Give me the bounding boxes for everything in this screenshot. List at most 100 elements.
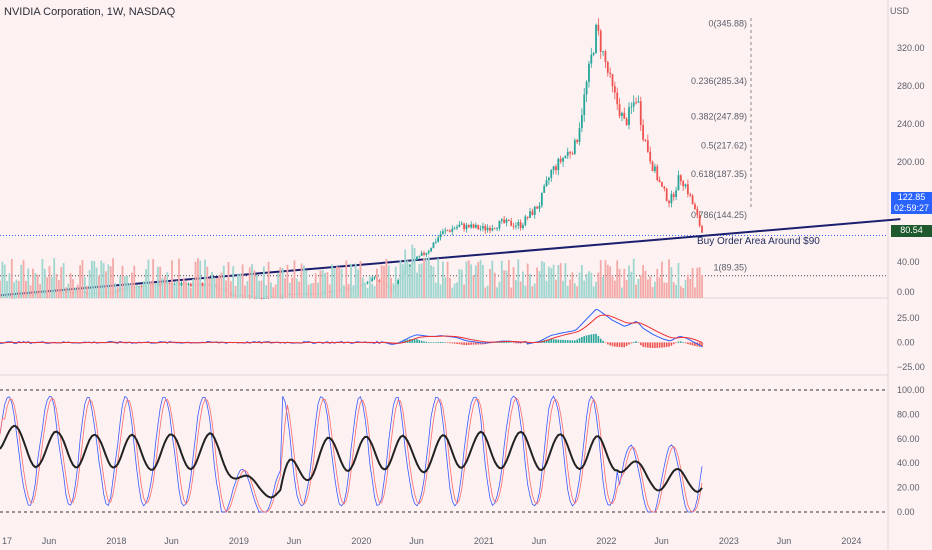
macd-histogram-bar [425,341,428,343]
macd-histogram-bar [663,342,666,348]
volume-bar [364,282,367,298]
volume-bar [646,279,649,298]
price-badge[interactable]: 122.85 02:59:27 [891,192,932,214]
volume-bar [491,260,494,298]
candle-body [684,184,687,187]
volume-bar [505,270,508,298]
volume-bar [689,278,692,298]
candle-body [173,284,176,286]
volume-bar [413,248,416,298]
candle-body [625,118,628,126]
candle-body [550,170,553,178]
candle-body [604,51,607,62]
volume-bar [390,277,392,298]
price-badge-price: 122.85 [897,192,926,202]
stoch-smooth-line [0,424,703,499]
fib-level-label: 0.382(247.89) [691,112,747,122]
fib-level-label: 0.236(285.34) [691,76,747,86]
candle-body [416,256,418,261]
volume-bar [434,282,437,298]
volume-bar [57,280,60,298]
volume-bar [338,266,341,298]
volume-bar [484,287,487,298]
volume-bar [102,263,105,298]
candle-body [486,227,489,231]
volume-bar [354,263,357,298]
candle-body [371,278,374,282]
candle-body [434,241,437,243]
volume-bar [95,267,98,298]
time-tick-label: 2022 [596,536,616,546]
volume-bar [538,271,541,298]
macd-histogram-bar [404,340,406,343]
candle-body [482,225,484,229]
volume-bar [444,277,447,298]
volume-bar [159,266,162,298]
volume-bar [430,265,433,298]
macd-histogram-bar [647,342,649,348]
volume-bar [83,277,86,298]
time-tick-label: Jun [777,536,792,546]
stoch-tick-label: 0.00 [897,507,915,517]
candle-body [517,222,520,226]
volume-bar [149,281,152,298]
volume-bar [262,266,265,298]
volume-bar [121,265,124,298]
candle-body [378,280,381,282]
macd-histogram-bar [503,341,505,343]
macd-histogram-bar [498,341,501,343]
macd-histogram-bar [621,342,623,348]
candle-body [425,252,428,255]
macd-histogram-bar [508,342,510,343]
candle-body [637,101,640,103]
candle-body [606,61,609,73]
volume-bar [319,270,322,298]
volume-bar [609,266,612,298]
candle-body [630,106,633,108]
volume-bar [213,277,216,298]
volume-bar [300,263,303,298]
macd-histogram-bar [625,342,628,346]
currency-label: USD [889,6,909,16]
volume-bar [522,271,524,298]
volume-bar [178,258,180,298]
macd-histogram-bar [475,342,477,345]
candle-body [423,252,425,255]
candle-body [679,175,682,182]
volume-bar [331,264,334,298]
stoch-d-line [0,397,703,513]
volume-bar [65,287,67,298]
volume-bar [43,268,46,298]
volume-bar [291,277,294,298]
candle-body [524,216,527,226]
candle-body [644,139,647,141]
volume-bar [691,267,694,298]
macd-line [0,308,703,348]
macd-histogram-bar [423,341,425,343]
volume-bar [512,267,515,298]
macd-histogram-bar [472,342,475,345]
volume-bar [258,280,261,298]
volume-bar [15,279,18,298]
volume-bar [0,280,1,298]
level-badge[interactable]: 80.54 [891,225,932,237]
candle-body [639,101,642,125]
macd-histogram-bar [637,342,640,343]
candle-body [698,215,701,227]
volume-bar [343,286,345,298]
volume-bar [696,267,699,298]
candle-body [507,219,510,221]
stoch-tick-label: 40.00 [897,458,920,468]
volume-bar [571,272,574,298]
volume-bar [248,267,251,298]
volume-bar [418,264,421,298]
volume-bar [218,275,220,298]
candle-body [458,224,461,227]
volume-bar [60,267,63,298]
candle-body [696,208,699,216]
volume-bar [281,268,284,298]
volume-bar [524,285,527,298]
volume-bar [536,267,539,298]
volume-bar [192,278,195,298]
